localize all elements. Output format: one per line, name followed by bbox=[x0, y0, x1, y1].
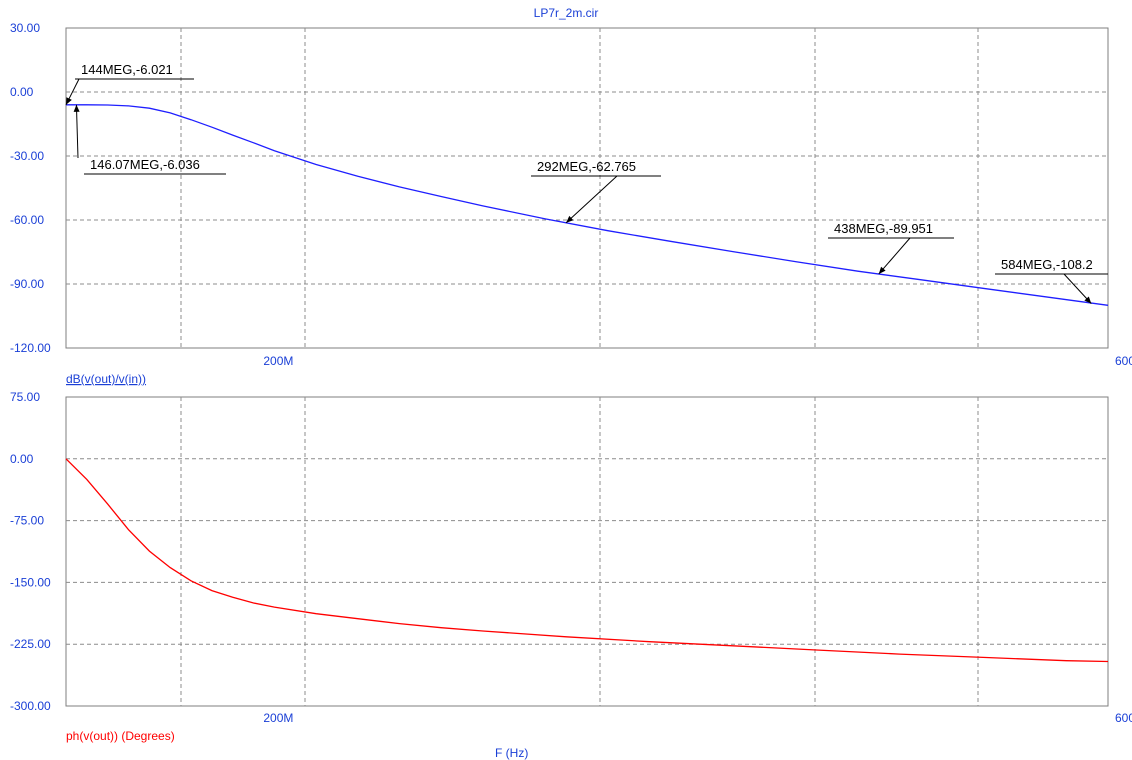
x-tick-label: 200M bbox=[263, 711, 293, 725]
annotation-label: 146.07MEG,-6.036 bbox=[90, 157, 200, 172]
phase-y-label: ph(v(out)) (Degrees) bbox=[66, 729, 175, 743]
y-tick-label: -150.00 bbox=[10, 575, 51, 589]
magnitude-grid bbox=[66, 28, 1108, 348]
annotation: 584MEG,-108.2 bbox=[995, 257, 1108, 304]
magnitude-annotations: 144MEG,-6.021 146.07MEG,-6.036 292MEG,-62.… bbox=[65, 62, 1108, 304]
phase-x-ticks: 200M 600M bbox=[263, 711, 1132, 725]
annotation-label: 144MEG,-6.021 bbox=[81, 62, 173, 77]
magnitude-x-ticks: 200M 600M bbox=[263, 354, 1132, 368]
annotation-leader bbox=[565, 175, 618, 224]
phase-plot-frame bbox=[65, 396, 1109, 707]
y-tick-label: 75.00 bbox=[10, 390, 40, 404]
chart-title: LP7r_2m.cir bbox=[534, 6, 599, 20]
annotation-arrowhead bbox=[566, 215, 574, 223]
x-tick-label: 600M bbox=[1115, 711, 1132, 725]
y-tick-label: 0.00 bbox=[10, 452, 34, 466]
y-tick-label: 0.00 bbox=[10, 85, 34, 99]
x-tick-label: 200M bbox=[263, 354, 293, 368]
y-tick-label: -60.00 bbox=[10, 213, 44, 227]
magnitude-plot: LP7r_2m.cir 30.00 0.00 -30.00 -60.00 -90.00 -… bbox=[10, 6, 1132, 386]
annotation-label: 584MEG,-108.2 bbox=[1001, 257, 1093, 272]
annotation-arrowhead bbox=[1084, 296, 1092, 304]
annotation: 292MEG,-62.765 bbox=[531, 159, 661, 224]
y-tick-label: -120.00 bbox=[10, 341, 51, 355]
magnitude-y-ticks: 30.00 0.00 -30.00 -60.00 -90.00 -120.00 bbox=[10, 21, 51, 355]
annotation-label: 438MEG,-89.951 bbox=[834, 221, 933, 236]
phase-y-ticks: 75.00 0.00 -75.00 -150.00 -225.00 -300.00 bbox=[10, 390, 51, 713]
y-tick-label: -75.00 bbox=[10, 514, 44, 528]
phase-series-line bbox=[65, 458, 1109, 663]
annotation-arrowhead bbox=[66, 97, 72, 105]
annotation-arrowhead bbox=[878, 266, 886, 274]
magnitude-y-label: dB(v(out)/v(in)) bbox=[66, 372, 146, 386]
annotation: 144MEG,-6.021 bbox=[65, 62, 194, 106]
annotation: 438MEG,-89.951 bbox=[828, 221, 954, 275]
annotation-leader bbox=[75, 104, 79, 159]
annotation: 146.07MEG,-6.036 bbox=[73, 104, 226, 175]
magnitude-plot-frame bbox=[65, 27, 1109, 349]
y-tick-label: -300.00 bbox=[10, 699, 51, 713]
y-tick-label: -30.00 bbox=[10, 149, 44, 163]
phase-grid bbox=[66, 397, 1108, 706]
y-tick-label: 30.00 bbox=[10, 21, 40, 35]
magnitude-series-line bbox=[66, 104, 1109, 306]
y-tick-label: -90.00 bbox=[10, 277, 44, 291]
annotation-label: 292MEG,-62.765 bbox=[537, 159, 636, 174]
annotation-leader bbox=[878, 237, 911, 275]
x-axis-label: F (Hz) bbox=[495, 746, 528, 760]
y-tick-label: -225.00 bbox=[10, 637, 51, 651]
annotation-arrowhead bbox=[73, 104, 80, 112]
x-tick-label: 600M bbox=[1115, 354, 1132, 368]
phase-plot: 75.00 0.00 -75.00 -150.00 -225.00 -300.00 200… bbox=[10, 390, 1132, 760]
